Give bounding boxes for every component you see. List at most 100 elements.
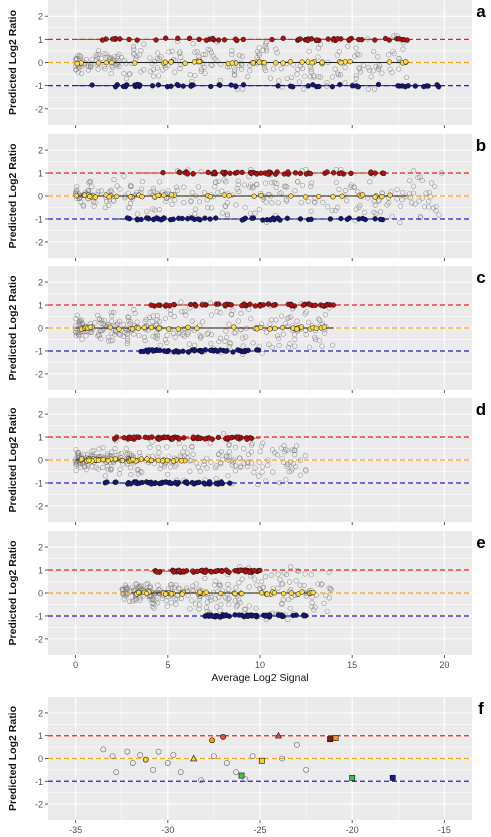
data-point (218, 590, 224, 597)
data-point (204, 465, 210, 471)
data-point (236, 580, 242, 586)
data-point (168, 585, 174, 591)
data-point (265, 462, 271, 468)
data-point (258, 757, 265, 764)
data-point (135, 467, 141, 473)
x-tick-label: 10 (255, 660, 265, 670)
data-point (239, 591, 245, 597)
series-up (149, 567, 263, 575)
data-point (297, 216, 304, 222)
data-point (308, 66, 314, 73)
data-point (75, 452, 81, 458)
data-point (202, 52, 209, 58)
data-point (192, 211, 198, 217)
data-point (302, 194, 309, 200)
data-point (297, 582, 303, 588)
data-point (235, 181, 241, 188)
data-point (252, 210, 258, 216)
data-point (268, 317, 275, 323)
data-point (297, 472, 303, 478)
data-point (258, 578, 265, 585)
data-point (403, 59, 409, 65)
data-point (299, 589, 305, 595)
data-point (232, 67, 238, 73)
data-point (197, 468, 203, 474)
data-point (92, 199, 98, 206)
data-point (256, 206, 262, 212)
data-point (155, 192, 161, 199)
data-point (433, 204, 439, 210)
data-point (164, 84, 171, 90)
data-point (387, 192, 393, 198)
data-point (131, 331, 137, 337)
data-point (269, 344, 275, 351)
data-point (180, 83, 186, 89)
data-point (247, 68, 253, 74)
data-point (426, 198, 432, 205)
data-point (353, 75, 359, 81)
data-point (241, 182, 247, 188)
data-point (101, 318, 107, 324)
data-point (290, 84, 296, 90)
data-point (266, 341, 272, 347)
data-point (88, 64, 94, 70)
data-point (73, 55, 79, 62)
data-point (285, 169, 291, 175)
data-point (223, 348, 229, 354)
data-point (139, 193, 145, 200)
data-point (151, 73, 157, 79)
data-point (305, 83, 311, 89)
data-point (164, 444, 170, 450)
data-point (130, 456, 136, 463)
data-point (290, 612, 296, 619)
data-point (205, 330, 211, 336)
data-point (182, 60, 188, 66)
data-point (240, 335, 246, 341)
data-point (307, 170, 314, 177)
data-point (177, 586, 183, 592)
data-point (208, 50, 215, 56)
data-point (196, 606, 202, 612)
panel-letter: e (476, 533, 485, 552)
data-point (240, 82, 247, 88)
data-point (330, 342, 336, 348)
data-point (294, 318, 300, 324)
data-point (306, 48, 312, 54)
y-tick-label: -1 (35, 346, 43, 356)
data-point (258, 324, 264, 331)
data-point (367, 67, 373, 73)
data-point (112, 328, 118, 335)
data-point (312, 302, 319, 308)
data-point (259, 469, 265, 475)
data-point (150, 188, 156, 194)
data-point (308, 572, 314, 578)
data-point (173, 601, 179, 607)
data-point (306, 319, 312, 325)
data-point (250, 185, 256, 191)
data-point (162, 315, 169, 321)
data-point (88, 62, 94, 69)
data-point (164, 603, 170, 609)
data-point (338, 60, 344, 66)
data-point (178, 54, 184, 60)
data-point (381, 170, 387, 177)
y-tick-label: 0 (38, 324, 43, 334)
data-point (195, 184, 201, 190)
data-point (266, 192, 272, 198)
data-point (174, 81, 180, 88)
data-point (149, 434, 155, 440)
data-point (121, 596, 127, 602)
data-point (238, 772, 245, 779)
data-point (224, 200, 230, 206)
data-point (348, 170, 354, 177)
data-point (351, 184, 357, 190)
data-point (301, 86, 307, 92)
data-point (73, 447, 79, 453)
data-point (120, 321, 126, 328)
data-point (254, 171, 260, 177)
data-point (137, 595, 143, 601)
data-point (280, 597, 287, 603)
data-point (141, 334, 148, 340)
data-point (81, 192, 88, 198)
